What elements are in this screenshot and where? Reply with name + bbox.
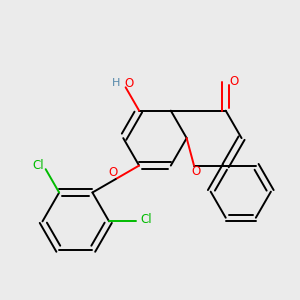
Text: O: O — [191, 165, 201, 178]
Text: Cl: Cl — [32, 159, 44, 172]
Text: O: O — [108, 166, 117, 178]
Text: H: H — [112, 78, 120, 88]
Text: Cl: Cl — [140, 213, 152, 226]
Text: O: O — [229, 75, 238, 88]
Text: O: O — [124, 77, 133, 90]
